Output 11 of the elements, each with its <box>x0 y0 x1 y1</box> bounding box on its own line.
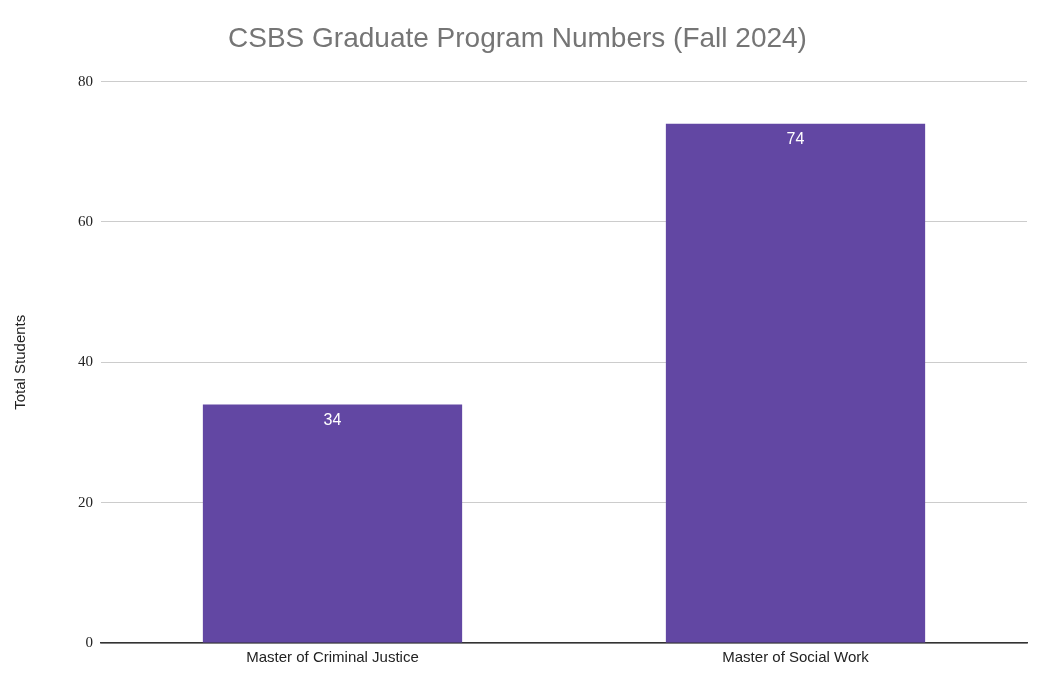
y-tick-label: 0 <box>85 633 93 650</box>
y-tick-label: 20 <box>78 493 93 510</box>
y-tick-label: 40 <box>78 353 93 370</box>
data-label: 74 <box>786 130 805 148</box>
y-axis-title: Total Students <box>11 314 29 410</box>
y-tick-label: 80 <box>78 72 93 89</box>
y-tick-label: 60 <box>78 212 93 229</box>
x-tick-label: Master of Social Work <box>722 648 870 666</box>
x-tick-label: Master of Criminal Justice <box>246 648 419 666</box>
data-label: 34 <box>323 410 342 428</box>
chart-title: CSBS Graduate Program Numbers (Fall 2024) <box>228 21 807 53</box>
